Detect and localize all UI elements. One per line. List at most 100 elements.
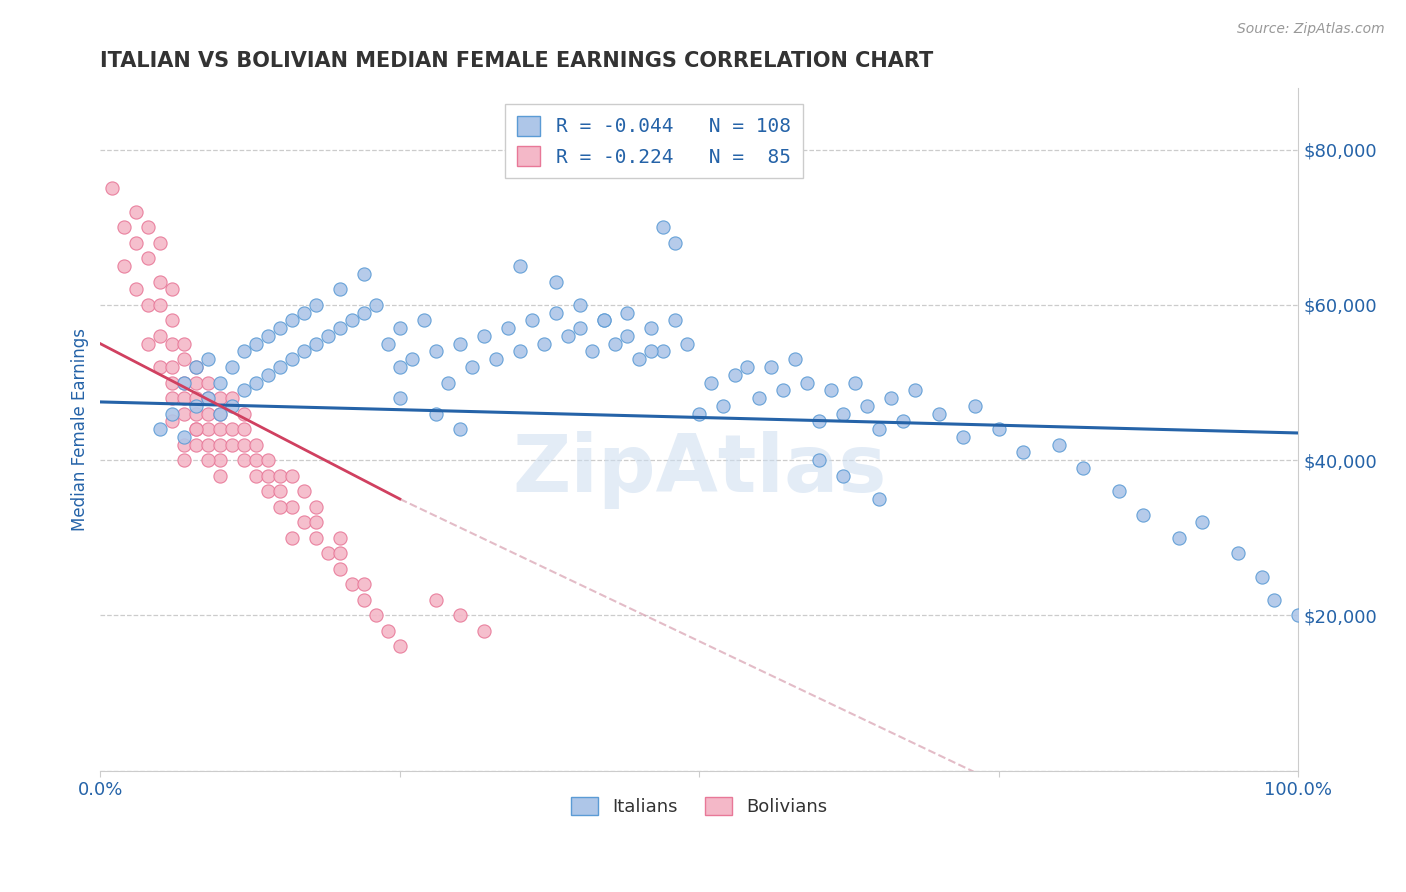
Point — [136, 220, 159, 235]
Point — [233, 422, 256, 436]
Point — [605, 336, 627, 351]
Y-axis label: Median Female Earnings: Median Female Earnings — [72, 327, 89, 531]
Point — [160, 407, 183, 421]
Point — [557, 329, 579, 343]
Point — [891, 414, 914, 428]
Point — [149, 298, 172, 312]
Point — [125, 235, 148, 250]
Point — [761, 359, 783, 374]
Point — [173, 437, 195, 451]
Point — [724, 368, 747, 382]
Point — [125, 282, 148, 296]
Point — [221, 437, 243, 451]
Point — [664, 235, 686, 250]
Point — [233, 344, 256, 359]
Point — [1011, 445, 1033, 459]
Point — [652, 220, 675, 235]
Point — [186, 422, 208, 436]
Point — [1047, 437, 1070, 451]
Point — [257, 484, 280, 499]
Point — [832, 407, 855, 421]
Point — [257, 468, 280, 483]
Point — [209, 437, 232, 451]
Point — [425, 344, 447, 359]
Point — [197, 422, 219, 436]
Text: Source: ZipAtlas.com: Source: ZipAtlas.com — [1237, 22, 1385, 37]
Point — [305, 531, 328, 545]
Text: ITALIAN VS BOLIVIAN MEDIAN FEMALE EARNINGS CORRELATION CHART: ITALIAN VS BOLIVIAN MEDIAN FEMALE EARNIN… — [100, 51, 934, 70]
Point — [388, 391, 411, 405]
Point — [136, 298, 159, 312]
Point — [844, 376, 866, 390]
Point — [186, 399, 208, 413]
Point — [485, 352, 508, 367]
Point — [173, 376, 195, 390]
Point — [269, 500, 291, 514]
Point — [928, 407, 950, 421]
Point — [832, 468, 855, 483]
Point — [173, 430, 195, 444]
Point — [472, 329, 495, 343]
Point — [173, 376, 195, 390]
Point — [664, 313, 686, 327]
Point — [160, 414, 183, 428]
Point — [616, 329, 638, 343]
Point — [245, 336, 267, 351]
Point — [1263, 593, 1285, 607]
Point — [772, 384, 794, 398]
Point — [281, 500, 304, 514]
Point — [281, 531, 304, 545]
Point — [329, 282, 352, 296]
Text: ZipAtlas: ZipAtlas — [512, 431, 887, 509]
Point — [173, 391, 195, 405]
Point — [688, 407, 710, 421]
Point — [221, 399, 243, 413]
Point — [340, 313, 363, 327]
Point — [209, 391, 232, 405]
Point — [329, 321, 352, 335]
Point — [425, 593, 447, 607]
Point — [136, 336, 159, 351]
Point — [377, 624, 399, 638]
Point — [209, 422, 232, 436]
Point — [868, 491, 890, 506]
Point — [149, 422, 172, 436]
Point — [209, 407, 232, 421]
Point — [186, 407, 208, 421]
Point — [160, 391, 183, 405]
Point — [592, 313, 614, 327]
Point — [101, 181, 124, 195]
Point — [340, 577, 363, 591]
Point — [329, 531, 352, 545]
Point — [305, 298, 328, 312]
Point — [449, 608, 471, 623]
Point — [233, 437, 256, 451]
Point — [173, 407, 195, 421]
Point — [197, 391, 219, 405]
Point — [1191, 515, 1213, 529]
Point — [160, 376, 183, 390]
Point — [197, 453, 219, 467]
Point — [388, 321, 411, 335]
Point — [316, 546, 339, 560]
Point — [388, 359, 411, 374]
Point — [401, 352, 423, 367]
Point — [305, 515, 328, 529]
Point — [316, 329, 339, 343]
Legend: Italians, Bolivians: Italians, Bolivians — [564, 789, 835, 823]
Point — [160, 313, 183, 327]
Point — [160, 336, 183, 351]
Point — [377, 336, 399, 351]
Point — [856, 399, 879, 413]
Point — [186, 376, 208, 390]
Point — [616, 306, 638, 320]
Point — [173, 453, 195, 467]
Point — [509, 344, 531, 359]
Point — [461, 359, 484, 374]
Point — [509, 259, 531, 273]
Point — [292, 344, 315, 359]
Point — [1132, 508, 1154, 522]
Point — [628, 352, 651, 367]
Point — [292, 515, 315, 529]
Point — [388, 640, 411, 654]
